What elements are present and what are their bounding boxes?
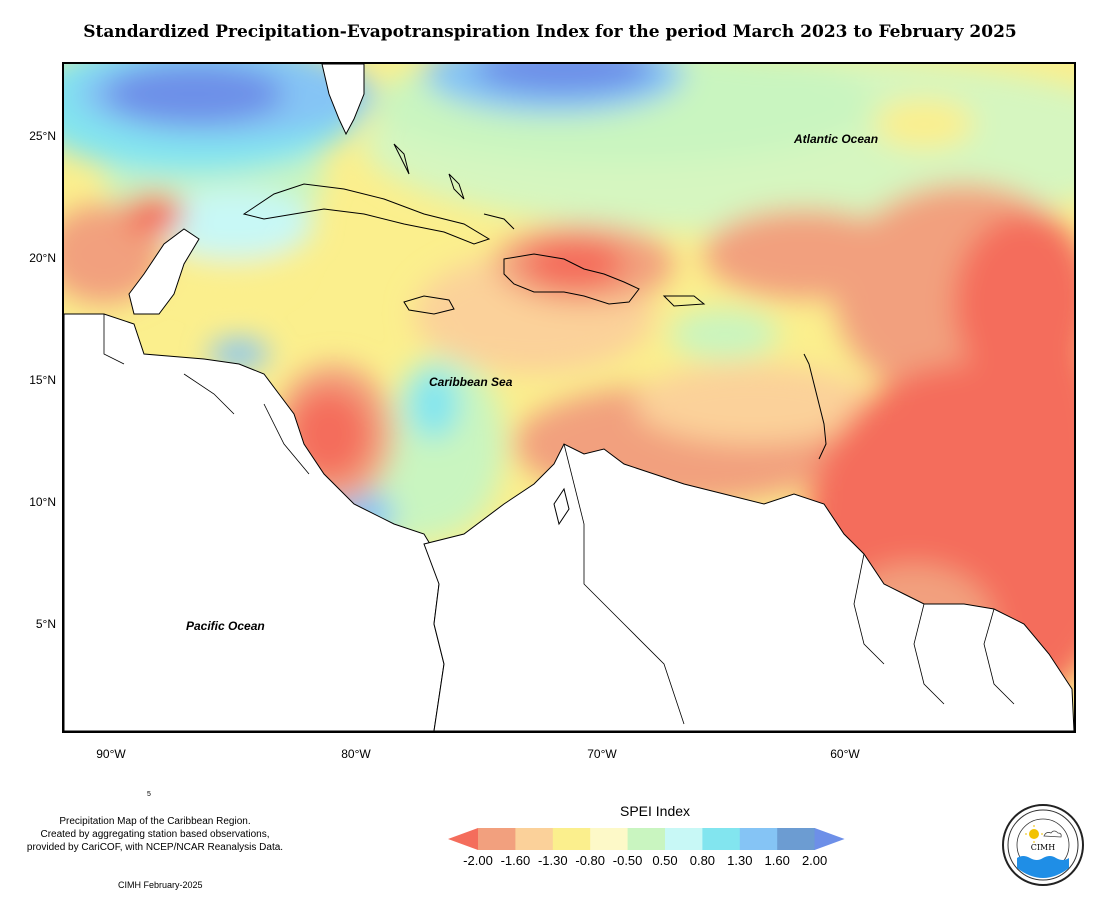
cuba: [242, 183, 491, 245]
map-canvas: [64, 64, 1074, 731]
credit-line-1: Precipitation Map of the Caribbean Regio…: [59, 816, 251, 827]
border-mx-gt: [103, 314, 125, 365]
legend-swatch: [552, 828, 591, 850]
credit-line-2: Created by aggregating station based obs…: [40, 829, 270, 840]
border-venezuela-guyana: [853, 553, 885, 665]
border-ca-1: [183, 373, 235, 415]
borders: [103, 314, 1015, 725]
lat-label-15n: 15°N: [29, 373, 56, 387]
islands: [242, 143, 827, 526]
pacific-ocean-label: Pacific Ocean: [186, 619, 265, 633]
border-suriname-guiana: [983, 608, 1015, 705]
legend-swatch: [665, 828, 703, 850]
caribbean-sea-label: Caribbean Sea: [429, 375, 513, 389]
legend-swatch: [739, 828, 778, 850]
border-guyana-suriname: [913, 603, 945, 705]
legend-tick-label: -1.30: [537, 853, 568, 868]
waves-icon: [1017, 856, 1069, 878]
border-ca-2: [263, 403, 310, 475]
legend-swatch: [515, 828, 554, 850]
logo-text: CIMH: [1031, 843, 1055, 852]
lat-label-20n: 20°N: [29, 251, 56, 265]
legend-tick-label: 1.30: [727, 853, 753, 868]
bahamas-3: [483, 213, 515, 230]
cimh-logo-art: CIMH: [1007, 809, 1079, 881]
legend-tick-label: -2.00: [463, 853, 493, 868]
cimh-logo: CIMH: [1002, 804, 1084, 886]
legend-tick-label: 0.80: [689, 853, 716, 868]
lon-label-80w: 80°W: [341, 747, 371, 761]
lat-label-25n: 25°N: [29, 129, 56, 143]
legend-title: SPEI Index: [620, 803, 691, 819]
lon-label-70w: 70°W: [587, 747, 617, 761]
legend-tick-label: -0.50: [612, 853, 643, 868]
legend-arrow-low: [448, 828, 478, 850]
credit-line-3: provided by CariCOF, with NCEP/NCAR Rean…: [26, 842, 284, 853]
credit-text: Precipitation Map of the Caribbean Regio…: [0, 815, 310, 854]
lon-label-60w: 60°W: [830, 747, 860, 761]
jamaica: [403, 295, 455, 315]
legend-swatch: [777, 828, 816, 850]
sun-icon: [1029, 829, 1039, 839]
spei-field: [64, 64, 1074, 724]
tiny-mark: 5: [147, 791, 151, 798]
legend-tick-label: 2.00: [801, 853, 828, 868]
date-stamp: CIMH February-2025: [118, 880, 203, 890]
atlantic-ocean-label: Atlantic Ocean: [794, 132, 879, 146]
lat-label-10n: 10°N: [29, 495, 56, 509]
legend-swatch: [478, 828, 516, 850]
legend-swatch: [627, 828, 666, 850]
lesser-antilles: [803, 353, 827, 460]
bahamas-2: [448, 173, 465, 200]
puerto-rico: [662, 295, 706, 307]
border-colombia-venezuela: [563, 443, 685, 725]
legend-swatch: [590, 828, 629, 850]
legend-tick-label: -1.60: [500, 853, 531, 868]
legend-arrow-high: [814, 828, 845, 850]
trinidad: [553, 487, 570, 526]
lat-label-5n: 5°N: [35, 617, 56, 631]
legend-colorbar: [448, 828, 845, 850]
hispaniola: [503, 253, 640, 305]
yucatan: [128, 228, 200, 315]
florida: [321, 64, 365, 136]
cloud-icon: [1043, 830, 1062, 838]
legend-tick-label: 1.60: [764, 853, 790, 868]
spei-map: Atlantic Ocean Caribbean Sea Pacific Oce…: [62, 62, 1076, 733]
legend-swatch: [702, 828, 741, 850]
bahamas-1: [393, 143, 410, 175]
map-title: Standardized Precipitation-Evapotranspir…: [83, 22, 1017, 42]
legend-tick-label: 0.50: [652, 853, 678, 868]
land-masses: [64, 64, 1074, 731]
legend-tick-label: -0.80: [575, 853, 605, 868]
lon-label-90w: 90°W: [96, 747, 126, 761]
